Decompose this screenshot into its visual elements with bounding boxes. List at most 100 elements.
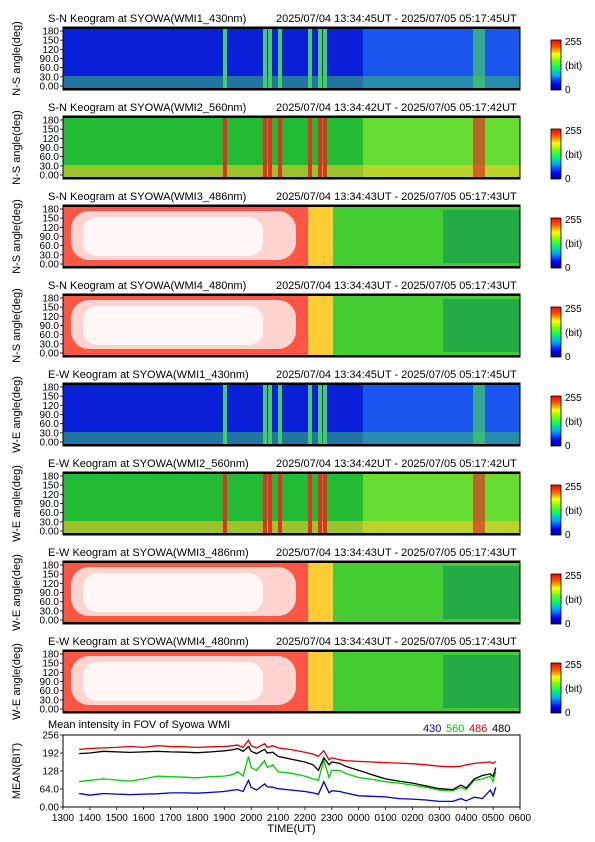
- y-tick-label: 30.0: [40, 428, 60, 439]
- y-tick-label: 90.0: [40, 677, 60, 688]
- y-axis-label: MEAN(BIT): [11, 743, 23, 799]
- keogram-panel: E-W Keogram at SYOWA(WMI4_480nm) 2025/07/…: [11, 636, 582, 720]
- y-tick-label: 150: [42, 36, 59, 47]
- colorbar-max: 255: [565, 37, 582, 48]
- keogram-time-range: 2025/07/04 13:34:42UT - 2025/07/05 05:17…: [276, 458, 517, 470]
- x-tick-label: 2000: [240, 813, 263, 824]
- colorbar: 255 (bit) 0: [550, 37, 582, 96]
- y-tick-label: 30.0: [40, 695, 60, 706]
- legend-entry: 560: [446, 723, 464, 735]
- x-tick-label: 1500: [106, 813, 129, 824]
- colorbar-max: 255: [565, 571, 582, 582]
- colorbar-unit: (bit): [565, 684, 582, 695]
- y-tick-label: 0.00: [40, 616, 60, 627]
- colorbar-max: 255: [565, 482, 582, 493]
- x-tick-label: 0600: [509, 813, 532, 824]
- colorbar: 255 (bit) 0: [550, 393, 582, 452]
- colorbar-max: 255: [565, 393, 582, 404]
- y-tick-label: 192: [42, 749, 59, 760]
- y-tick-label: 0.00: [40, 527, 60, 538]
- y-tick-label: 180: [42, 650, 59, 661]
- y-tick-label: 30.0: [40, 606, 60, 617]
- colorbar-min: 0: [565, 263, 571, 274]
- keogram-panel: S-N Keogram at SYOWA(WMI1_430nm) 2025/07/…: [11, 13, 582, 96]
- x-tick-label: 1600: [133, 813, 156, 824]
- x-tick-label: 0500: [482, 813, 505, 824]
- colorbar-unit: (bit): [565, 328, 582, 339]
- keogram-time-range: 2025/07/04 13:34:45UT - 2025/07/05 05:17…: [276, 13, 517, 25]
- keogram-panel: E-W Keogram at SYOWA(WMI1_430nm) 2025/07/…: [11, 369, 582, 453]
- y-tick-label: 60.0: [40, 241, 60, 252]
- y-tick-label: 120: [42, 579, 59, 590]
- y-tick-label: 180: [42, 561, 59, 572]
- y-tick-label: 60.0: [40, 152, 60, 163]
- colorbar: 255 (bit) 0: [550, 126, 582, 185]
- y-tick-label: 30.0: [40, 72, 60, 83]
- colorbar: 255 (bit) 0: [550, 215, 582, 274]
- x-tick-label: 0400: [455, 813, 478, 824]
- y-tick-label: 90.0: [40, 143, 60, 154]
- y-tick-label: 120: [42, 134, 59, 145]
- colorbar: 255 (bit) 0: [550, 660, 582, 719]
- keogram-image: [63, 116, 520, 179]
- keogram-title: S-N Keogram at SYOWA(WMI1_430nm): [48, 13, 246, 25]
- y-tick-label: 150: [42, 659, 59, 670]
- y-tick-label: 0.00: [40, 438, 60, 449]
- colorbar: 255 (bit) 0: [550, 482, 582, 541]
- chart-title: Mean intensity in FOV of Syowa WMI: [48, 719, 230, 731]
- y-tick-label: 30.0: [40, 250, 60, 261]
- x-tick-label: 1400: [79, 813, 102, 824]
- y-tick-label: 180: [42, 294, 59, 305]
- y-tick-label: 90.0: [40, 499, 60, 510]
- y-tick-label: 150: [42, 214, 59, 225]
- colorbar-max: 255: [565, 126, 582, 137]
- y-tick-label: 150: [42, 303, 59, 314]
- keogram-time-range: 2025/07/04 13:34:43UT - 2025/07/05 05:17…: [276, 191, 517, 203]
- y-axis-label: N-S angle(deg): [11, 199, 23, 274]
- y-axis-label: W-E angle(deg): [11, 554, 23, 631]
- x-tick-label: 0100: [374, 813, 397, 824]
- y-tick-label: 180: [42, 116, 59, 127]
- x-tick-label: 1800: [186, 813, 209, 824]
- colorbar-unit: (bit): [565, 150, 582, 161]
- series-line-430: [78, 778, 497, 803]
- y-tick-label: 90.0: [40, 588, 60, 599]
- series-line-480: [79, 745, 497, 791]
- x-tick-label: 2100: [267, 813, 290, 824]
- keogram-panel: S-N Keogram at SYOWA(WMI4_480nm) 2025/07/…: [11, 280, 582, 363]
- y-axis-label: N-S angle(deg): [11, 21, 23, 96]
- keogram-title: E-W Keogram at SYOWA(WMI3_486nm): [48, 547, 249, 559]
- keogram-panel: S-N Keogram at SYOWA(WMI2_560nm) 2025/07/…: [11, 102, 582, 185]
- legend-entry: 480: [492, 723, 510, 735]
- y-tick-label: 60.0: [40, 419, 60, 430]
- x-tick-label: 0000: [348, 813, 371, 824]
- x-tick-label: 1300: [52, 813, 75, 824]
- y-tick-label: 64.0: [40, 785, 60, 796]
- y-tick-label: 256: [42, 731, 59, 742]
- colorbar-min: 0: [565, 85, 571, 96]
- y-tick-label: 30.0: [40, 161, 60, 172]
- y-tick-label: 0.00: [40, 260, 60, 271]
- y-tick-label: 0.00: [40, 803, 60, 814]
- y-tick-label: 30.0: [40, 339, 60, 350]
- y-tick-label: 90.0: [40, 321, 60, 332]
- y-tick-label: 0.00: [40, 171, 60, 182]
- y-tick-label: 30.0: [40, 517, 60, 528]
- keogram-time-range: 2025/07/04 13:34:45UT - 2025/07/05 05:17…: [276, 369, 517, 381]
- keogram-image: [63, 27, 520, 90]
- colorbar-max: 255: [565, 660, 582, 671]
- y-tick-label: 120: [42, 490, 59, 501]
- y-tick-label: 120: [42, 312, 59, 323]
- colorbar-min: 0: [565, 174, 571, 185]
- colorbar-unit: (bit): [565, 417, 582, 428]
- keogram-image: [63, 294, 520, 357]
- x-tick-label: 1700: [159, 813, 182, 824]
- y-tick-label: 128: [42, 767, 59, 778]
- mean-intensity-panel: Mean intensity in FOV of Syowa WMI 430 560…: [11, 719, 532, 835]
- y-tick-label: 150: [42, 125, 59, 136]
- keogram-image: [63, 205, 520, 268]
- colorbar-max: 255: [565, 304, 582, 315]
- keogram-title: S-N Keogram at SYOWA(WMI2_560nm): [48, 102, 246, 114]
- y-tick-label: 60.0: [40, 686, 60, 697]
- y-tick-label: 180: [42, 27, 59, 38]
